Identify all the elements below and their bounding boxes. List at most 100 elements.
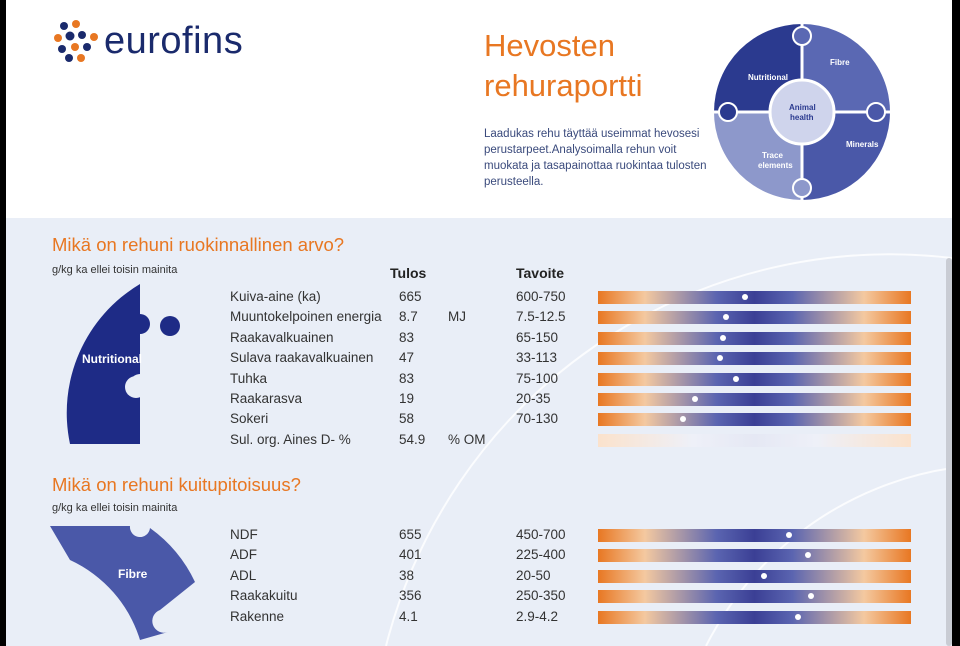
nutrition-range-bar [598,311,911,325]
nutrition-target: 33-113 [516,350,558,366]
report-title: Hevosten rehuraportti [484,28,643,103]
fibre-parameter: Rakenne [230,608,285,624]
fibre-value: 401 [399,547,422,563]
puzzle-label-minerals: Minerals [846,140,879,149]
fibre-result-marker [785,532,792,538]
brand-name: eurofins [104,20,244,62]
background-arcs [385,253,952,646]
nutrition-parameter: Raakavalkuainen [230,329,334,345]
report-page: eurofins Hevosten rehuraportti Laadukas … [6,0,952,646]
puzzle-center-health: health [790,113,814,122]
puzzle-label-elements: elements [758,161,793,170]
section2-heading: Mikä on rehuni kuitupitoisuus? [52,474,301,495]
nutrition-row: Tuhka 83 75-100 [6,369,952,389]
fibre-row: NDF 655 450-700 [6,525,952,545]
nutrition-value: 58 [399,411,415,427]
fibre-value: 356 [399,588,422,604]
nutrition-value: 83 [399,329,415,345]
nutrition-parameter: Sulava raakavalkuainen [230,350,374,366]
fibre-target: 450-700 [516,527,566,542]
nutrition-range-bar [598,291,911,304]
fibre-parameter: ADL [230,567,257,583]
nutrition-value: 83 [399,370,415,386]
nutrition-unit: % OM [448,431,486,447]
nutrition-row: Sulava raakavalkuainen 47 33-113 [6,348,952,368]
nutrition-unit: MJ [448,309,466,325]
fibre-target: 20-50 [516,567,551,583]
nutrition-value: 665 [399,289,422,304]
nutrition-target: 70-130 [516,411,559,427]
nutrition-result-marker [717,355,724,362]
fibre-target: 2.9-4.2 [516,608,559,624]
nutritional-piece-label: Nutritional [82,352,142,366]
nutrition-value: 47 [399,350,415,366]
puzzle-label-trace: Trace [762,151,783,160]
nutrition-row: Sokeri 58 70-130 [6,409,952,429]
fibre-piece: Fibre [50,526,195,640]
eurofins-logo-icon [54,20,98,62]
nutrition-target: 65-150 [516,329,559,345]
nutrition-target: 7.5-12.5 [516,309,566,325]
section1-heading: Mikä on rehuni ruokinnallinen arvo? [52,234,345,255]
fibre-range-bar [598,590,911,604]
nutrition-row: Muuntokelpoinen energia 8.7 MJ 7.5-12.5 [6,307,952,327]
nutrition-row: Kuiva-aine (ka) 665 600-750 [6,287,952,307]
nutrition-target: 600-750 [516,289,566,304]
fibre-row: ADL 38 20-50 [6,566,952,586]
fibre-value: 655 [399,527,422,542]
nutrition-result-marker [679,416,686,423]
fibre-row: ADF 401 225-400 [6,545,952,565]
fibre-range-bar [598,569,911,583]
nutrition-row: Raakarasva 19 20-35 [6,389,952,409]
nutrition-row: Raakavalkuainen 83 65-150 [6,328,952,348]
puzzle-diagram: Nutritional Fibre Minerals Trace element… [712,22,892,202]
nutrition-result-marker [742,294,749,300]
nutrition-row: Sul. org. Aines D- % 54.9 % OM [6,430,952,450]
fibre-result-marker [804,552,811,559]
result-column-header: Tulos [390,265,427,281]
nutrition-result-marker [723,314,730,321]
nutrition-range-bar [598,433,911,447]
nutrition-parameter: Sokeri [230,411,269,427]
fibre-result-marker [807,593,814,600]
nutrition-range-bar [598,413,911,427]
nutrition-value: 8.7 [399,309,418,325]
fibre-target: 250-350 [516,588,566,604]
nutrition-parameter: Muuntokelpoinen energia [230,309,382,325]
fibre-result-marker [760,572,767,579]
nutrition-range-bar [598,393,911,406]
fibre-parameter: NDF [230,527,258,542]
nutrition-parameter: Sul. org. Aines D- % [230,431,351,447]
nutrition-value: 54.9 [399,431,426,447]
fibre-value: 38 [399,567,415,583]
fibre-result-marker [795,613,802,620]
nutrition-result-marker [732,375,739,382]
intro-text: Laadukas rehu täyttää useimmat hevosesi … [484,128,707,188]
puzzle-label-fibre: Fibre [830,58,850,67]
nutrition-range-bar [598,352,911,366]
scrollbar[interactable] [946,258,952,646]
nutrition-parameter: Raakarasva [230,391,303,406]
fibre-target: 225-400 [516,547,566,563]
fibre-parameter: Raakakuitu [230,588,298,604]
fibre-range-bar [598,610,911,624]
nutrition-value: 19 [399,391,415,406]
fibre-value: 4.1 [399,608,418,624]
nutrition-target: 20-35 [516,391,551,406]
nutrition-range-bar [598,372,911,386]
puzzle-label-nutritional: Nutritional [748,73,788,82]
nutrition-parameter: Kuiva-aine (ka) [230,289,321,304]
section2-unit-note: g/kg ka ellei toisin mainita [52,502,178,514]
fibre-row: Rakenne 4.1 2.9-4.2 [6,607,952,627]
nutrition-parameter: Tuhka [230,370,268,386]
nutrition-result-marker [720,334,727,341]
nutrition-range-bar [598,331,911,345]
fibre-range-bar [598,549,911,563]
nutrition-result-marker [692,396,699,402]
fibre-parameter: ADF [230,547,257,563]
fibre-piece-label: Fibre [118,567,148,581]
puzzle-center-animal: Animal [789,103,816,112]
fibre-range-bar [598,529,911,542]
section1-unit-note: g/kg ka ellei toisin mainita [52,264,178,276]
fibre-row: Raakakuitu 356 250-350 [6,586,952,606]
